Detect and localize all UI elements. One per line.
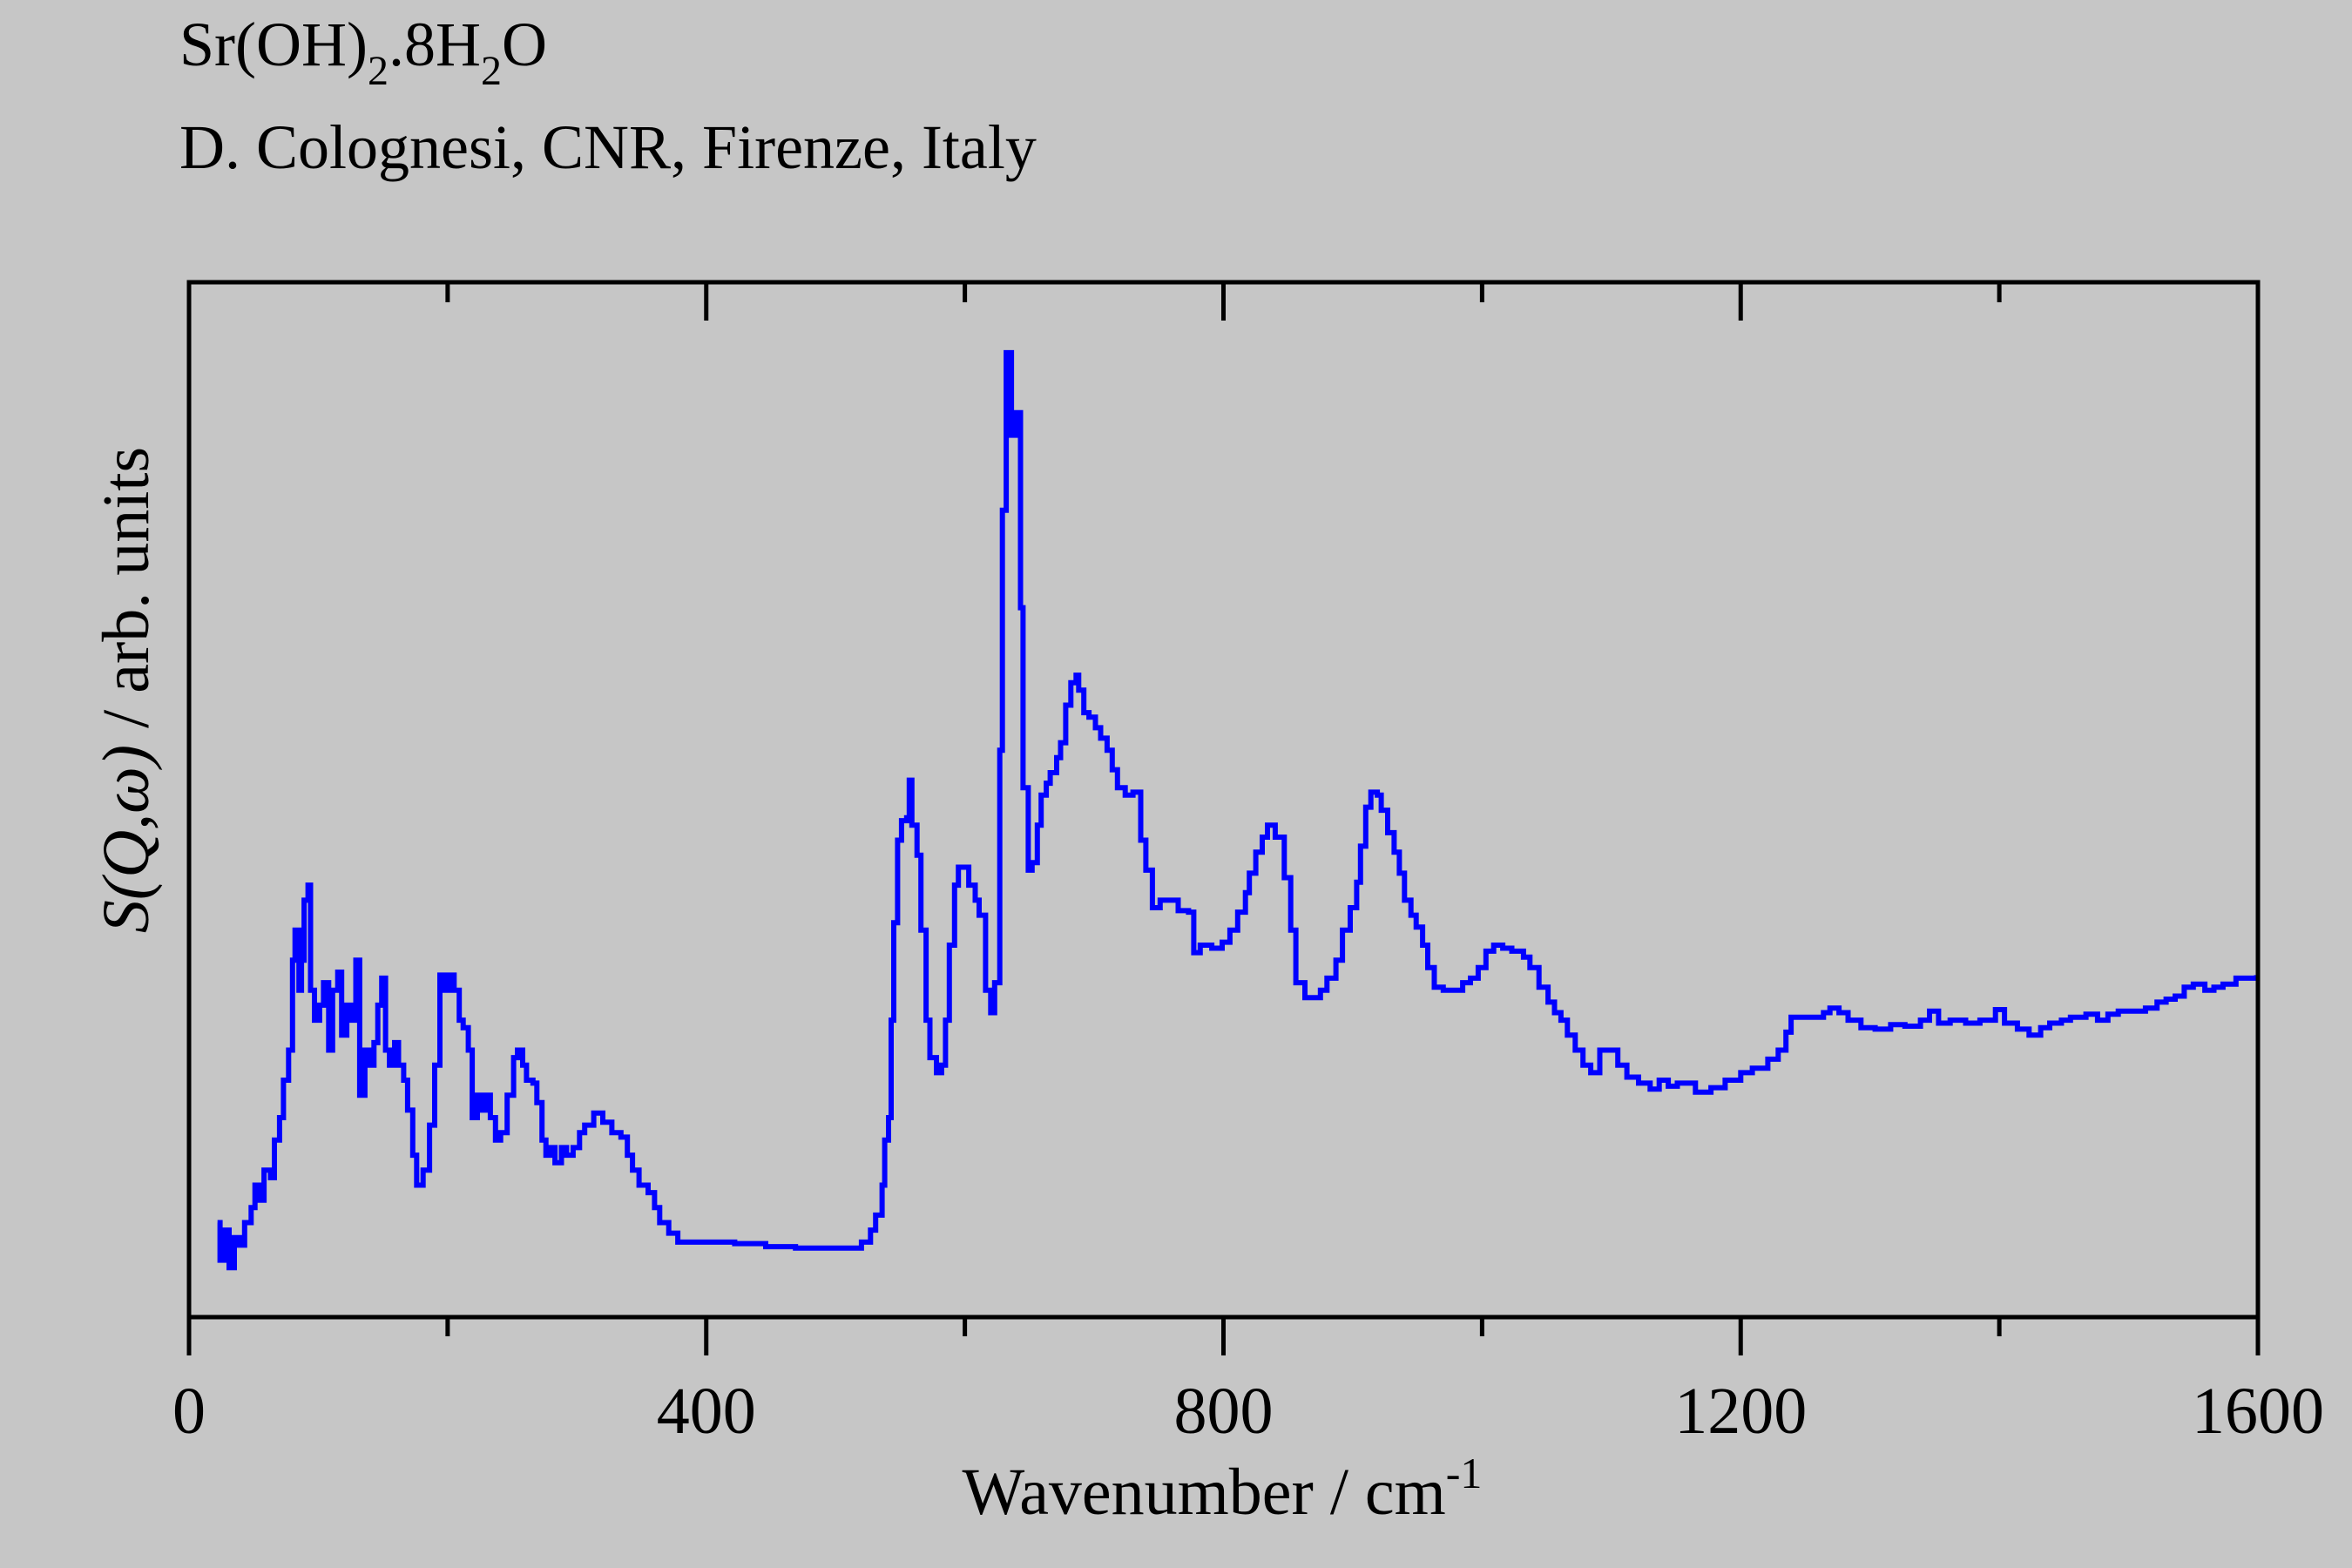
chart-subtitle: D. Colognesi, CNR, Firenze, Italy [179,112,1037,182]
x-axis-label: Wavenumber / cm-1 [963,1449,1483,1529]
x-tick-labels: 0 400 800 1200 1600 [172,1375,2324,1448]
y-axis-label: S(Q,ω) / arb. units [90,447,163,933]
x-tick-label: 400 [657,1375,756,1448]
x-tick-label: 0 [172,1375,206,1448]
plot-frame [186,280,2261,1320]
spectrum-line [217,349,2260,1271]
x-tick-label: 1600 [2192,1375,2324,1448]
x-tick-label: 1200 [1674,1375,1807,1448]
axis-ticks [186,282,2261,1355]
chart-title: Sr(OH)2.8H2O [179,10,547,94]
x-tick-label: 800 [1174,1375,1274,1448]
